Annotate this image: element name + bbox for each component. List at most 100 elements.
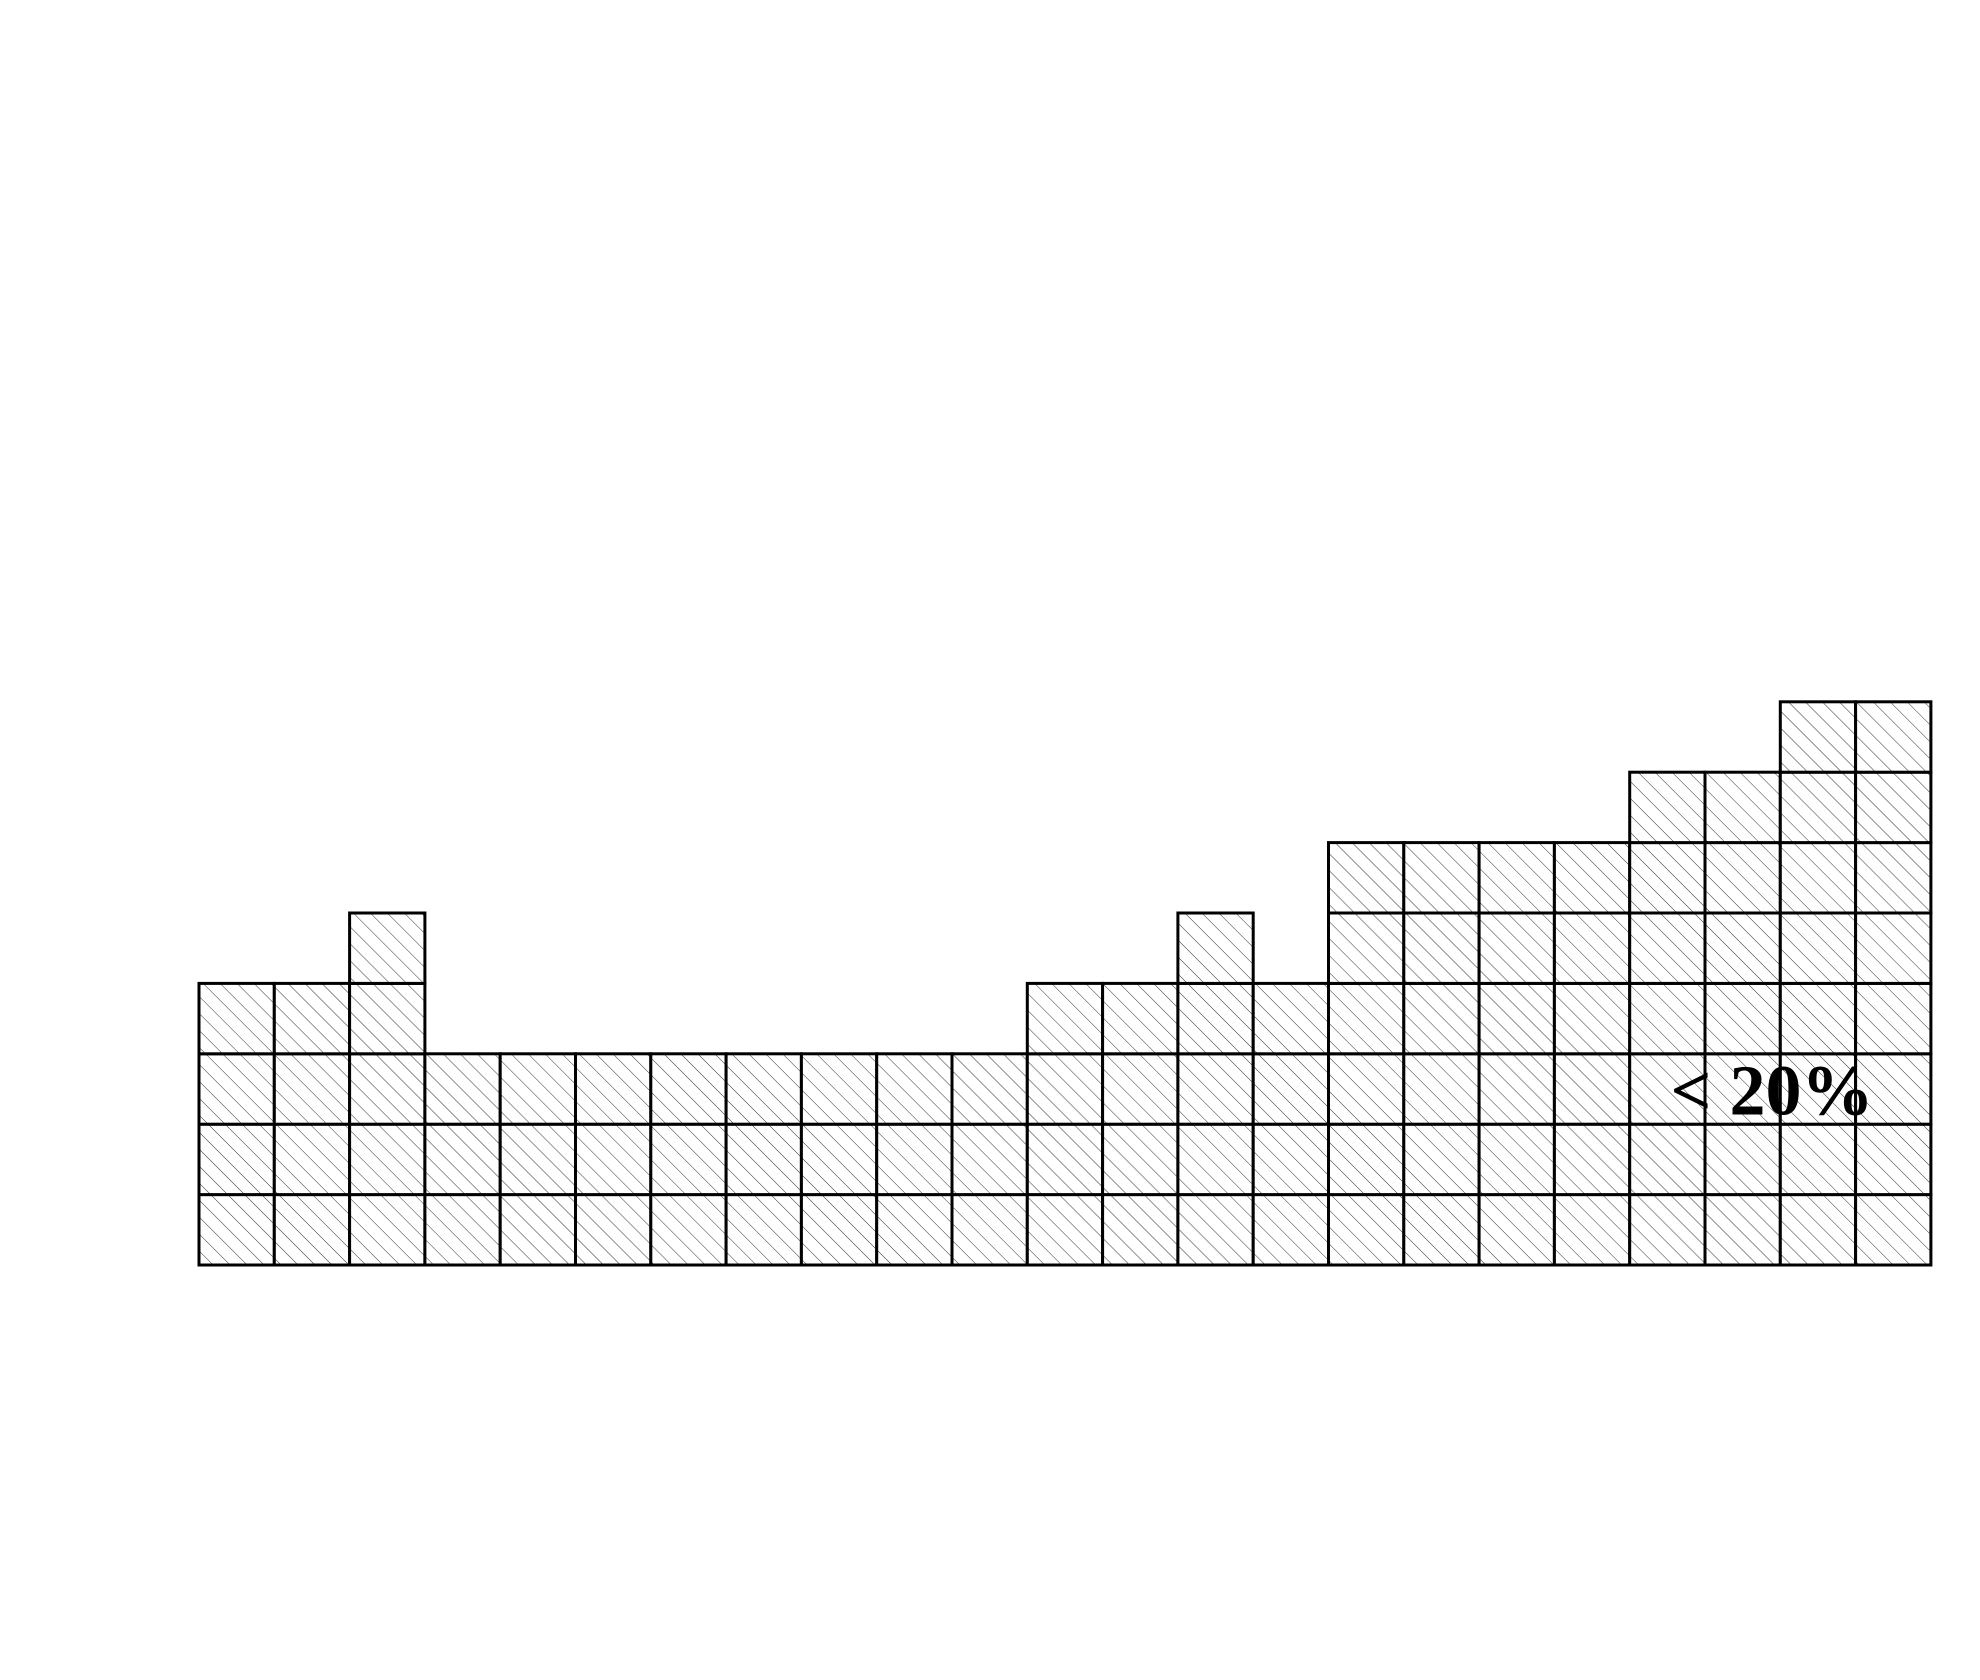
unit-square	[1552, 1122, 1632, 1197]
unit-square	[1101, 981, 1180, 1056]
unit-square	[1628, 1052, 1707, 1126]
unit-square	[272, 1122, 352, 1197]
unit-square	[1778, 841, 1858, 915]
unit-square	[1101, 1193, 1180, 1267]
unit-square	[1703, 1193, 1782, 1267]
unit-square	[950, 1052, 1029, 1126]
unit-square	[1778, 1193, 1858, 1267]
unit-square	[1176, 1052, 1255, 1126]
unit-square	[1552, 911, 1632, 985]
unit-square	[1251, 1193, 1330, 1267]
unit-square	[1778, 981, 1858, 1056]
unit-square	[423, 1052, 502, 1126]
unit-square	[1854, 841, 1933, 915]
unit-square	[875, 1193, 954, 1267]
unit-square	[875, 1122, 954, 1197]
unit-square	[1628, 770, 1707, 845]
unit-square	[1703, 911, 1782, 985]
unit-square	[272, 1052, 352, 1126]
unit-square	[1854, 1193, 1933, 1267]
unit-square	[197, 1052, 276, 1126]
unit-square	[1327, 911, 1406, 985]
unit-square	[1327, 981, 1406, 1056]
unit-square	[574, 1122, 653, 1197]
unit-square	[1176, 1193, 1255, 1267]
unit-square	[1703, 1052, 1782, 1126]
unit-square	[348, 1193, 427, 1267]
unit-square	[1402, 911, 1481, 985]
unit-square	[724, 1193, 803, 1267]
unit-square	[197, 981, 276, 1056]
unit-square	[348, 1122, 427, 1197]
unit-square	[498, 1193, 578, 1267]
unit-square	[272, 981, 352, 1056]
unit-square	[1101, 1122, 1180, 1197]
annotation: < 20%	[1670, 1051, 1873, 1131]
unit-square	[799, 1052, 879, 1126]
unit-square	[348, 911, 427, 985]
unit-square	[1025, 1193, 1105, 1267]
unit-square	[1703, 981, 1782, 1056]
unit-square	[1327, 1193, 1406, 1267]
unit-square	[574, 1193, 653, 1267]
unit-square	[1402, 841, 1481, 915]
unit-square	[1854, 911, 1933, 985]
unit-square	[1477, 841, 1556, 915]
unit-square	[1176, 981, 1255, 1056]
unit-square	[1628, 911, 1707, 985]
unit-square	[1703, 1122, 1782, 1197]
unit-square	[1552, 1193, 1632, 1267]
unit-square	[1854, 981, 1933, 1056]
unit-square	[1176, 1122, 1255, 1197]
unit-square	[423, 1122, 502, 1197]
unit-square	[423, 1193, 502, 1267]
unit-square	[574, 1052, 653, 1126]
unit-square	[1477, 1122, 1556, 1197]
unit-square	[1327, 841, 1406, 915]
unit-square	[272, 1193, 352, 1267]
unit-square	[1628, 841, 1707, 915]
unit-square	[1552, 841, 1632, 915]
unit-square	[649, 1193, 728, 1267]
unit-square	[498, 1052, 578, 1126]
unit-square	[1854, 1122, 1933, 1197]
cells	[197, 700, 1933, 1267]
unit-square	[1854, 770, 1933, 845]
unit-square	[1402, 1193, 1481, 1267]
unit-square	[1025, 981, 1105, 1056]
unit-square	[799, 1193, 879, 1267]
unit-square	[1101, 1052, 1180, 1126]
unit-square	[1552, 981, 1632, 1056]
unit-square	[348, 981, 427, 1056]
unit-square	[1327, 1052, 1406, 1126]
unit-square	[197, 1193, 276, 1267]
unit-square	[724, 1052, 803, 1126]
unit-square	[1854, 700, 1933, 774]
unit-square	[197, 1122, 276, 1197]
unit-square	[875, 1052, 954, 1126]
unit-square	[498, 1122, 578, 1197]
unit-square	[1628, 1193, 1707, 1267]
unit-square	[1025, 1122, 1105, 1197]
unit-square	[1477, 1193, 1556, 1267]
unit-square	[1402, 1122, 1481, 1197]
unit-square	[1402, 981, 1481, 1056]
unit-square	[348, 1052, 427, 1126]
unit-square	[1477, 981, 1556, 1056]
unit-square	[950, 1122, 1029, 1197]
unit-square	[1327, 1122, 1406, 1197]
unit-square	[1477, 1052, 1556, 1126]
unit-square	[1778, 770, 1858, 845]
unit-square	[1552, 1052, 1632, 1126]
unit-square	[1251, 1052, 1330, 1126]
unit-square	[1778, 1122, 1858, 1197]
unit-square	[1628, 981, 1707, 1056]
unit-square	[799, 1122, 879, 1197]
unit-square	[1703, 841, 1782, 915]
unit-square	[1628, 1122, 1707, 1197]
unit-square	[950, 1193, 1029, 1267]
unit-square	[1477, 911, 1556, 985]
unit-square	[649, 1122, 728, 1197]
unit-square	[1703, 770, 1782, 845]
unit-square	[1778, 700, 1858, 774]
